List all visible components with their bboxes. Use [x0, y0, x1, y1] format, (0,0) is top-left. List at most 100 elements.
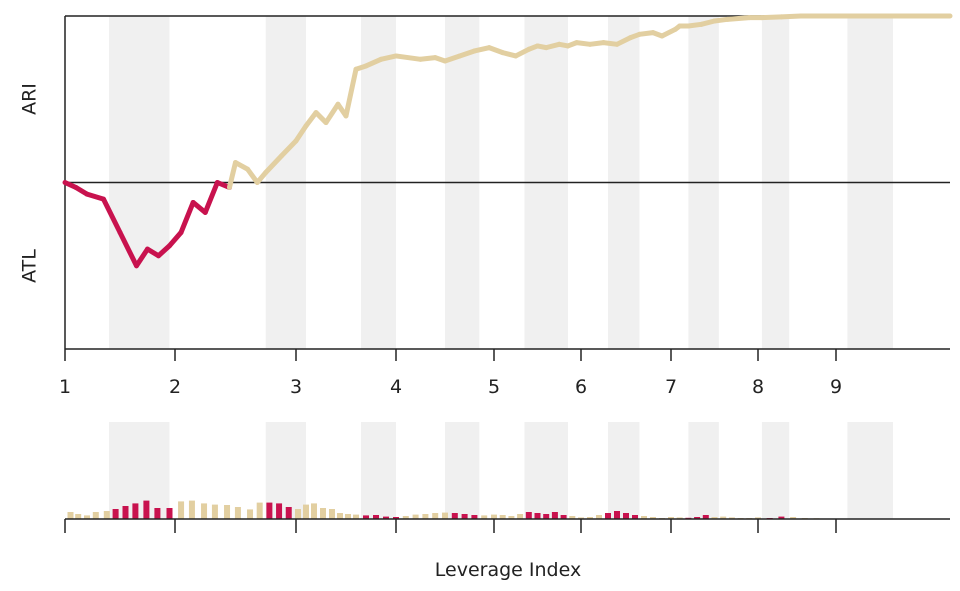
- bar: [778, 516, 785, 519]
- strip-axis-ticks: [64, 519, 837, 533]
- bar: [569, 516, 576, 519]
- line-segment: [278, 138, 299, 159]
- bar: [508, 516, 515, 519]
- bar: [432, 513, 439, 519]
- line-segment: [293, 123, 309, 144]
- bar: [320, 508, 326, 519]
- bar: [188, 500, 195, 519]
- bar: [143, 500, 150, 519]
- line-segment: [303, 110, 319, 129]
- y-axis-top-label: ARI: [19, 83, 41, 115]
- bar: [345, 514, 351, 519]
- line-segment: [725, 15, 752, 22]
- bar: [676, 517, 683, 519]
- bar: [247, 509, 254, 519]
- bar: [614, 511, 620, 519]
- bar: [92, 512, 99, 519]
- shaded-band-strip: [688, 422, 719, 519]
- bar: [623, 513, 629, 519]
- bar: [154, 508, 161, 519]
- line-segment: [778, 13, 804, 20]
- line-segment: [442, 53, 463, 64]
- x-tick-label: 8: [752, 376, 764, 398]
- bar: [224, 505, 231, 519]
- bar: [632, 515, 638, 519]
- bar: [132, 503, 139, 519]
- bar: [790, 517, 797, 519]
- x-tick-label: 9: [830, 376, 842, 398]
- x-tick-label: 2: [169, 376, 181, 398]
- line-segment: [167, 229, 184, 249]
- bar: [75, 514, 82, 519]
- bar: [311, 503, 317, 519]
- line-segment: [323, 101, 341, 126]
- bar: [412, 514, 419, 519]
- bar: [596, 515, 602, 519]
- bar: [373, 515, 379, 519]
- line-segment: [393, 53, 423, 62]
- bar: [383, 516, 389, 519]
- line-segment: [378, 53, 399, 62]
- bar: [303, 504, 309, 519]
- line-segment: [101, 196, 123, 235]
- x-tick-label: 5: [488, 376, 500, 398]
- bar: [329, 509, 335, 519]
- line-segment: [226, 160, 238, 190]
- bar: [84, 515, 90, 519]
- bar: [728, 517, 735, 519]
- line-segment: [759, 14, 784, 21]
- bar: [491, 514, 497, 519]
- bar: [285, 507, 292, 519]
- bar: [234, 507, 241, 519]
- bar: [641, 516, 647, 519]
- bar: [543, 514, 550, 519]
- bar: [442, 512, 448, 519]
- x-tick-label: 6: [575, 376, 587, 398]
- bar: [353, 514, 359, 519]
- bar: [393, 517, 399, 519]
- bar: [122, 506, 129, 519]
- bar: [112, 509, 119, 519]
- bar: [402, 516, 409, 519]
- bar: [587, 517, 593, 519]
- line-segment: [363, 56, 384, 69]
- line-segment: [263, 153, 284, 176]
- shaded-band-strip: [761, 422, 790, 519]
- shaded-band-strip: [361, 422, 396, 519]
- bar: [481, 515, 488, 519]
- line-segment: [178, 199, 196, 235]
- shaded-bands-strip: [109, 422, 893, 519]
- x-tick-label: 4: [390, 376, 402, 398]
- bar: [461, 514, 468, 519]
- bar: [201, 503, 208, 519]
- line-segment: [614, 35, 633, 47]
- bar: [694, 517, 701, 519]
- bar: [422, 514, 429, 519]
- line-segment: [84, 191, 106, 202]
- bar: [363, 515, 369, 519]
- bar: [525, 512, 532, 519]
- line-segment: [457, 48, 477, 59]
- bar: [711, 517, 718, 519]
- bar: [451, 513, 458, 519]
- line-segment: [343, 66, 359, 119]
- shaded-band-strip: [109, 422, 170, 519]
- bar: [560, 515, 567, 519]
- y-axis-bottom-label: ATL: [19, 249, 41, 283]
- bar: [755, 517, 761, 519]
- bar: [499, 515, 506, 519]
- shaded-band-strip: [847, 422, 893, 519]
- line-series: [62, 13, 953, 269]
- x-tick-label: 1: [59, 376, 71, 398]
- shaded-band-strip: [524, 422, 568, 519]
- x-axis-ticks: 1 2 3 4 5 6 7 8 9: [59, 349, 842, 398]
- line-segment: [117, 229, 139, 269]
- x-tick-label: 7: [665, 376, 677, 398]
- bar: [517, 514, 524, 519]
- line-segment: [471, 45, 492, 54]
- bar: [650, 517, 656, 519]
- bar: [276, 503, 283, 519]
- bar: [668, 517, 674, 519]
- x-axis-label: Leverage Index: [435, 559, 581, 581]
- bar: [103, 511, 110, 519]
